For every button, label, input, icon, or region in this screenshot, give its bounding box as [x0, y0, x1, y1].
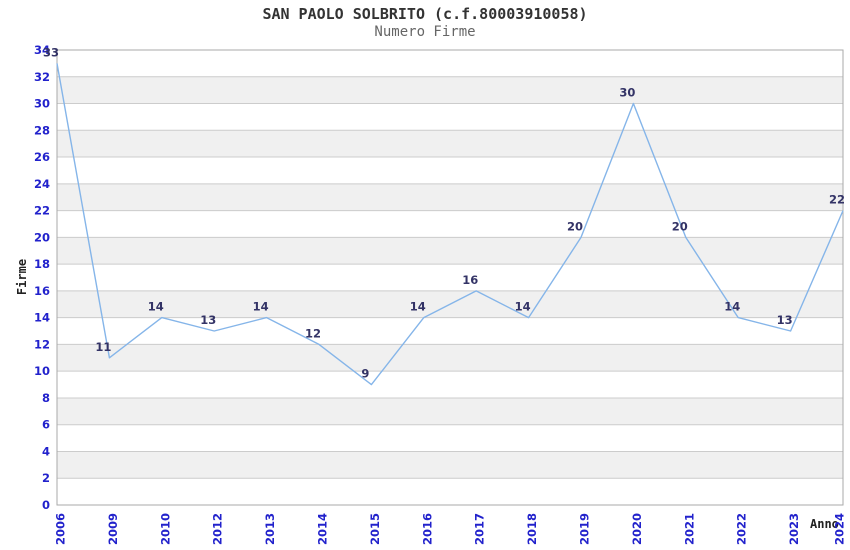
y-tick-label: 30 — [34, 97, 50, 111]
y-tick-label: 10 — [34, 364, 50, 378]
x-tick-label: 2014 — [316, 513, 330, 545]
x-tick-label: 2017 — [473, 513, 487, 545]
y-tick-label: 0 — [42, 498, 50, 512]
y-tick-label: 14 — [34, 311, 50, 325]
x-tick-label: 2019 — [578, 513, 592, 545]
x-tick-label: 2010 — [158, 513, 172, 545]
data-point-label: 13 — [200, 313, 216, 327]
y-tick-label: 2 — [42, 471, 50, 485]
data-point-label: 16 — [462, 273, 478, 287]
plot-band — [57, 237, 843, 265]
plot-band — [57, 344, 843, 372]
x-tick-label: 2012 — [211, 513, 225, 545]
y-tick-label: 34 — [34, 43, 50, 57]
data-point-label: 33 — [43, 45, 59, 59]
plot-band — [57, 451, 843, 479]
plot-band — [57, 183, 843, 211]
y-tick-label: 22 — [34, 204, 50, 218]
x-tick-label: 2020 — [630, 513, 644, 545]
data-point-label: 22 — [829, 193, 845, 207]
plot-band — [57, 130, 843, 158]
data-point-label: 20 — [672, 219, 688, 233]
x-tick-label: 2016 — [420, 513, 434, 545]
series-line — [56, 63, 844, 386]
y-tick-label: 32 — [34, 70, 50, 84]
data-point-label: 14 — [724, 300, 740, 314]
x-tick-label: 2024 — [833, 513, 847, 545]
y-tick-label: 16 — [34, 284, 50, 298]
data-point-label: 13 — [777, 313, 793, 327]
plot-band — [57, 397, 843, 425]
x-tick-label: 2018 — [525, 513, 539, 545]
x-tick-label: 2015 — [368, 513, 382, 545]
x-tick-label: 2006 — [54, 513, 68, 545]
chart-title: SAN PAOLO SOLBRITO (c.f.80003910058) — [262, 5, 588, 23]
y-tick-label: 18 — [34, 257, 50, 271]
y-tick-label: 24 — [34, 177, 50, 191]
y-tick-label: 6 — [42, 418, 50, 432]
data-point-label: 30 — [619, 86, 635, 100]
data-point-label: 14 — [515, 300, 531, 314]
x-tick-label: 2013 — [263, 513, 277, 545]
plot-band — [57, 76, 843, 104]
x-tick-label: 2022 — [735, 513, 749, 545]
data-point-label: 14 — [148, 300, 164, 314]
y-tick-label: 26 — [34, 150, 50, 164]
x-tick-label: 2009 — [106, 513, 120, 545]
data-point-label: 11 — [95, 340, 111, 354]
x-axis-title: Anno — [810, 517, 839, 531]
data-point-label: 14 — [410, 300, 426, 314]
y-tick-label: 8 — [42, 391, 50, 405]
chart-subtitle: Numero Firme — [374, 24, 476, 40]
data-point-label: 20 — [567, 219, 583, 233]
x-tick-label: 2021 — [682, 513, 696, 545]
x-tick-label: 2023 — [787, 513, 801, 545]
data-point-label: 12 — [305, 326, 321, 340]
y-tick-label: 12 — [34, 337, 50, 351]
data-point-label: 14 — [253, 300, 269, 314]
y-tick-label: 28 — [34, 123, 50, 137]
y-tick-label: 4 — [42, 444, 50, 458]
plot-frame — [56, 49, 844, 506]
y-tick-label: 20 — [34, 230, 50, 244]
data-point-label: 9 — [361, 367, 369, 381]
